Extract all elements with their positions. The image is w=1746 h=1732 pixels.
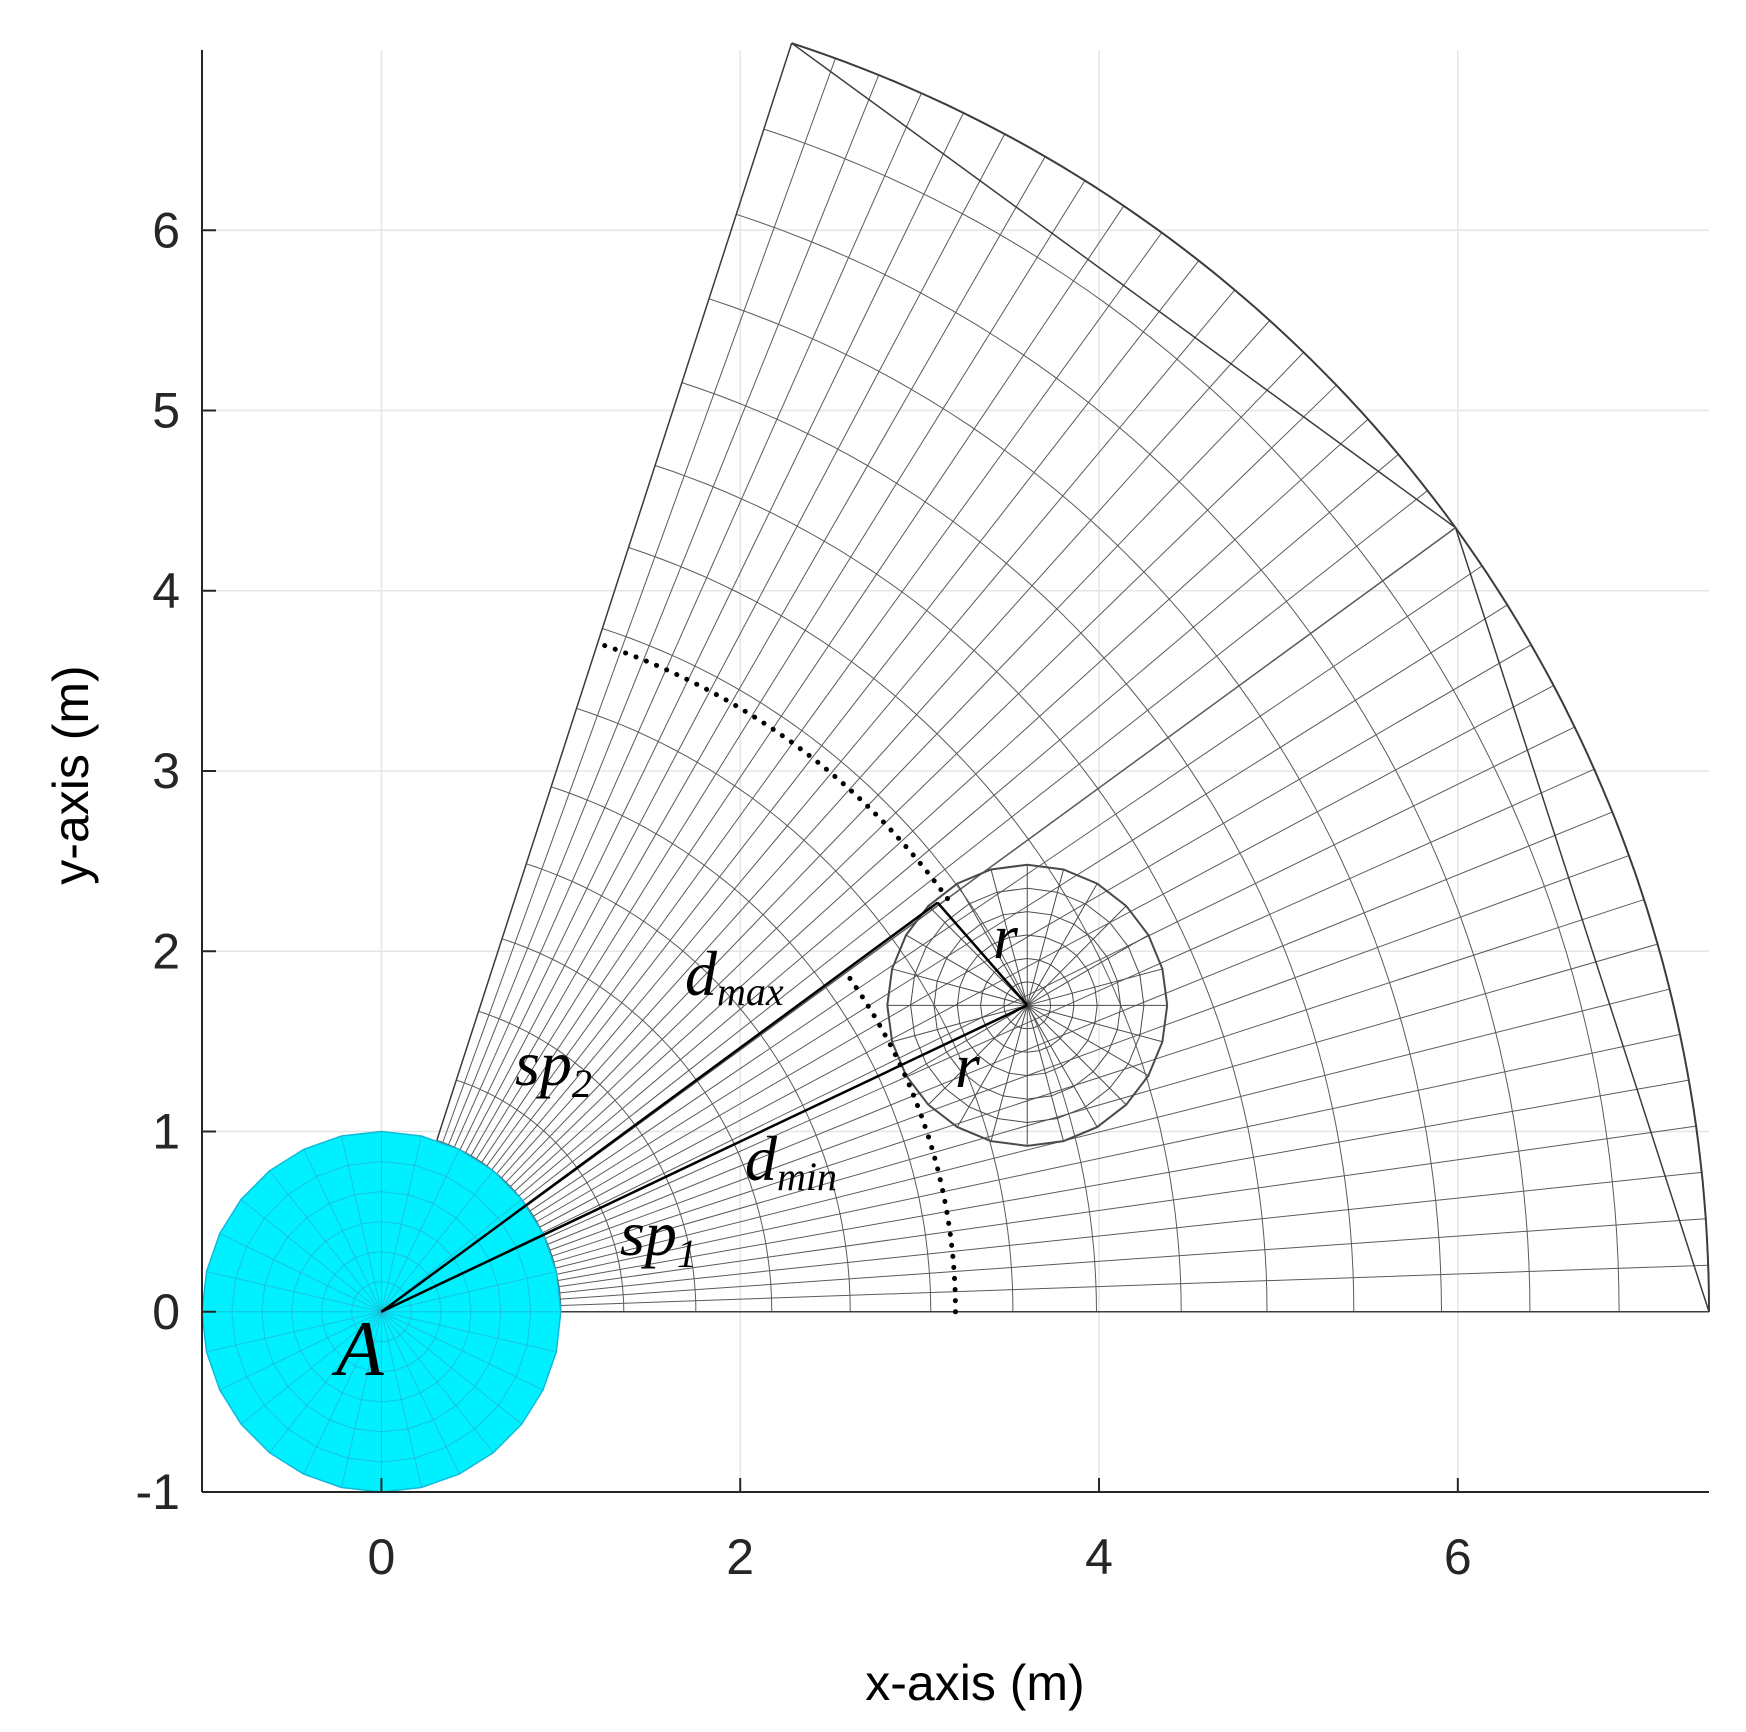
y-tick-label: 4 xyxy=(152,563,180,619)
label-d-max-d: d xyxy=(685,938,718,1009)
label-d-max: dmax xyxy=(685,938,784,1014)
sector-ray xyxy=(542,726,1575,1234)
sector-ray xyxy=(557,1079,1689,1281)
obstacle-ring xyxy=(980,957,1075,1053)
sector-ray xyxy=(549,855,1630,1251)
label-d-max-sub: max xyxy=(717,969,784,1014)
sector-mesh xyxy=(436,42,1710,1313)
label-d-min-d: d xyxy=(745,1123,778,1194)
sector-ray xyxy=(491,260,1200,1171)
sector-ray xyxy=(481,205,1125,1163)
x-tick-label: 6 xyxy=(1444,1529,1472,1585)
obstacle-ring xyxy=(933,911,1122,1100)
sector-ray xyxy=(529,565,1483,1212)
label-r-bottom: r xyxy=(955,1030,981,1101)
sector-ray xyxy=(514,418,1369,1192)
sector-mid-ray xyxy=(526,527,1456,1207)
label-d-min: dmin xyxy=(745,1123,837,1199)
obstacle-mesh xyxy=(886,863,1169,1147)
y-tick-label: 2 xyxy=(152,923,180,979)
dmin-arc xyxy=(843,970,958,1315)
robot-ring xyxy=(321,1251,442,1373)
label-sp1-sp: sp xyxy=(620,1198,677,1269)
label-d-min-sub: min xyxy=(777,1154,837,1199)
sector-ray xyxy=(555,988,1670,1269)
label-r-top: r xyxy=(993,901,1019,972)
sector-ray xyxy=(560,1218,1706,1300)
robot-ring xyxy=(291,1221,472,1403)
robot-ring xyxy=(350,1281,412,1343)
sector-ray xyxy=(501,320,1271,1179)
sector-ray xyxy=(558,1125,1697,1288)
sector-ray xyxy=(545,768,1595,1239)
sector-ray xyxy=(522,490,1428,1202)
sector-ray xyxy=(556,1033,1681,1275)
y-axis-title: y-axis (m) xyxy=(43,665,99,884)
label-A: A xyxy=(331,1305,384,1392)
sector-edge-left xyxy=(436,42,793,1141)
x-tick-label: 0 xyxy=(367,1529,395,1585)
sector-ray xyxy=(551,899,1645,1257)
geometry-lines xyxy=(380,640,1029,1315)
sector-ray xyxy=(560,1264,1709,1306)
sector-ray xyxy=(505,351,1304,1183)
label-sp2-sub: 2 xyxy=(572,1061,592,1106)
sector-ray xyxy=(496,289,1236,1174)
obstacle-ring xyxy=(956,934,1098,1077)
sector-ray xyxy=(442,58,836,1143)
dmin-line xyxy=(380,1004,1028,1313)
dmax-arc xyxy=(595,640,950,902)
y-tick-label: 1 xyxy=(152,1104,180,1160)
label-sp2-sp: sp xyxy=(515,1028,572,1099)
sector-ray xyxy=(559,1171,1702,1294)
sector-ray xyxy=(476,180,1086,1160)
obstacle-ring xyxy=(1003,981,1052,1030)
y-tick-label: -1 xyxy=(136,1464,180,1520)
x-axis-title: x-axis (m) xyxy=(865,1655,1084,1711)
robot-ring xyxy=(261,1191,502,1433)
obstacle-ring xyxy=(910,887,1145,1124)
y-tick-label: 5 xyxy=(152,383,180,439)
sector-ray xyxy=(465,133,1006,1153)
x-tick-label: 4 xyxy=(1085,1529,1113,1585)
sector-ray xyxy=(453,93,922,1148)
y-tick-label: 0 xyxy=(152,1284,180,1340)
obstacle-ring xyxy=(886,863,1169,1147)
sector-ray xyxy=(459,112,964,1150)
sector-ray xyxy=(533,604,1508,1217)
y-tick-label: 3 xyxy=(152,743,180,799)
y-tick-label: 6 xyxy=(152,202,180,258)
sector-ray xyxy=(547,811,1613,1245)
axes: 0 2 4 6 -1 0 1 2 3 4 5 6 xyxy=(136,50,1709,1585)
sector-chords xyxy=(791,42,1710,1313)
radius-line xyxy=(936,901,1029,1007)
sector-ray xyxy=(470,156,1046,1156)
sector-ray xyxy=(518,453,1399,1197)
label-sp2: sp2 xyxy=(515,1028,592,1106)
sector-ray xyxy=(539,685,1554,1228)
sector-ray xyxy=(448,74,880,1145)
sector-ray xyxy=(553,943,1658,1263)
label-sp1-sub: 1 xyxy=(677,1231,697,1276)
robot-ring xyxy=(231,1160,532,1463)
sector-ray xyxy=(510,384,1337,1187)
label-sp1: sp1 xyxy=(620,1198,697,1276)
x-tick-label: 2 xyxy=(726,1529,754,1585)
dmax-line xyxy=(380,901,939,1313)
sector-ray xyxy=(536,644,1532,1223)
sector-ray xyxy=(486,232,1163,1167)
